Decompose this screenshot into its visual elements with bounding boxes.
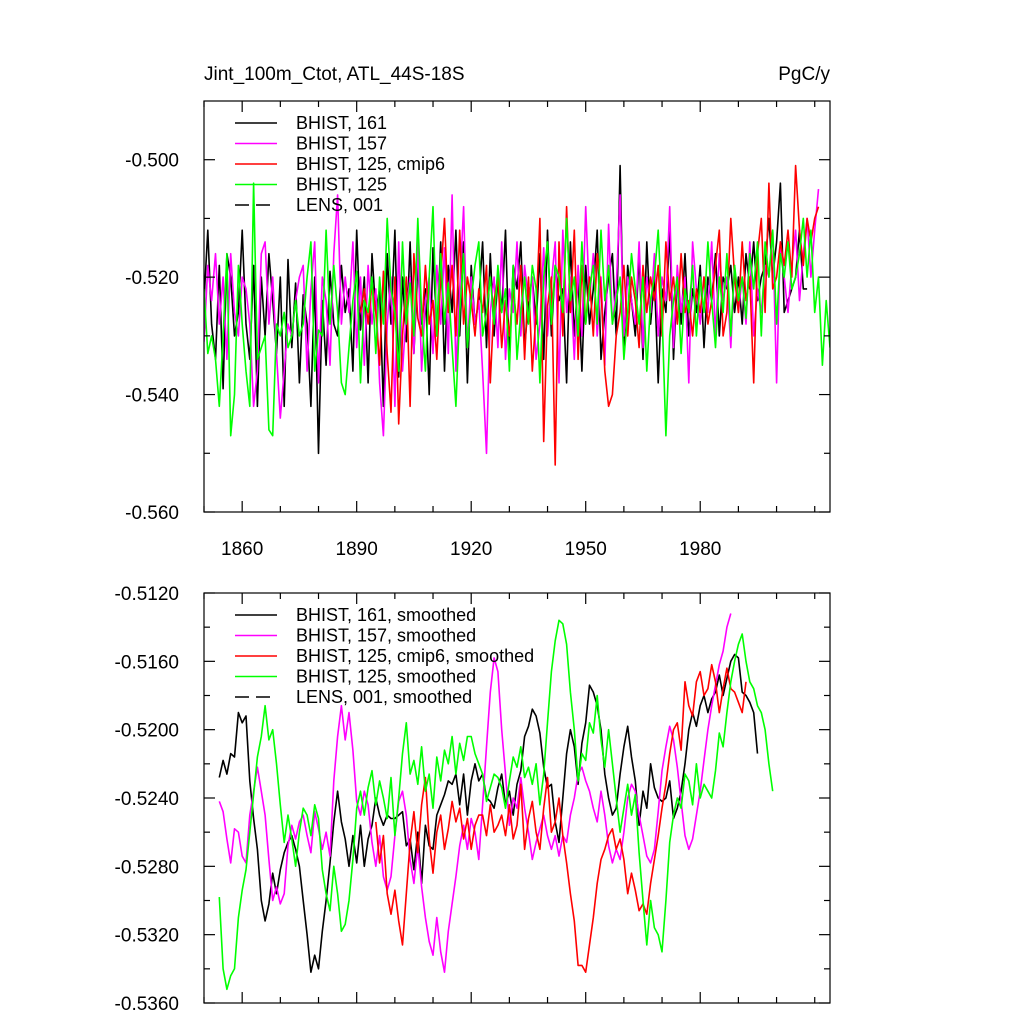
- top-chart-units: PgC/y: [778, 64, 830, 85]
- bottom-y-tick-label: -0.5120: [115, 584, 179, 605]
- top-x-tick-label: 1980: [679, 539, 721, 560]
- bottom-y-tick-label: -0.5160: [115, 652, 179, 673]
- top-chart-frame: [203, 100, 831, 513]
- bottom-series-line-1: [218, 613, 732, 974]
- top-legend-label-4: LENS, 001: [296, 195, 383, 215]
- top-x-tick-label: 1860: [221, 539, 263, 560]
- top-plot-border: [203, 100, 831, 513]
- bottom-series-line-0: [218, 653, 759, 974]
- bottom-series-line-3: [218, 619, 774, 991]
- bottom-chart-axes: -0.5360 -0.5320 -0.5280 -0.5240 -0.5200 -0.51…: [115, 584, 830, 1015]
- top-y-tick-label: -0.560: [125, 503, 179, 524]
- bottom-legend-label-2: BHIST, 125, cmip6, smoothed: [296, 646, 534, 666]
- bottom-y-tick-label: -0.5280: [115, 857, 179, 878]
- top-chart-axes: 1860 1890 1920 1950 1980 -0.560 -0.540 -0.520 -0…: [125, 101, 830, 560]
- top-x-tick-label: 1890: [336, 539, 378, 560]
- bottom-y-tick-label: -0.5200: [115, 721, 179, 742]
- top-y-tick-label: -0.520: [125, 268, 179, 289]
- top-y-tick-label: -0.500: [125, 151, 179, 172]
- bottom-series-line-2: [375, 663, 747, 974]
- bottom-chart: -0.5360 -0.5320 -0.5280 -0.5240 -0.5200 -0.51…: [115, 584, 831, 1015]
- top-legend-label-0: BHIST, 161: [296, 113, 387, 133]
- top-legend-label-2: BHIST, 125, cmip6: [296, 154, 445, 174]
- top-legend-label-3: BHIST, 125: [296, 175, 387, 195]
- bottom-legend-label-0: BHIST, 161, smoothed: [296, 605, 476, 625]
- bottom-y-tick-label: -0.5240: [115, 789, 179, 810]
- bottom-y-tick-label: -0.5360: [115, 994, 179, 1015]
- top-chart-title: Jint_100m_Ctot, ATL_44S-18S: [204, 64, 465, 85]
- top-legend-label-1: BHIST, 157: [296, 134, 387, 154]
- bottom-legend-label-1: BHIST, 157, smoothed: [296, 626, 476, 646]
- bottom-legend-label-4: LENS, 001, smoothed: [296, 687, 472, 707]
- top-x-tick-label: 1950: [565, 539, 607, 560]
- bottom-series-group: [218, 613, 774, 991]
- top-series-line-2: [359, 164, 820, 466]
- top-series-line-3: [204, 182, 830, 437]
- top-chart: 1860 1890 1920 1950 1980 -0.560 -0.540 -0.520 -0…: [125, 100, 831, 560]
- top-y-tick-label: -0.540: [125, 386, 179, 407]
- top-x-tick-label: 1920: [450, 539, 492, 560]
- bottom-y-tick-label: -0.5320: [115, 926, 179, 947]
- top-series-group: [204, 164, 830, 466]
- bottom-legend-label-3: BHIST, 125, smoothed: [296, 667, 476, 687]
